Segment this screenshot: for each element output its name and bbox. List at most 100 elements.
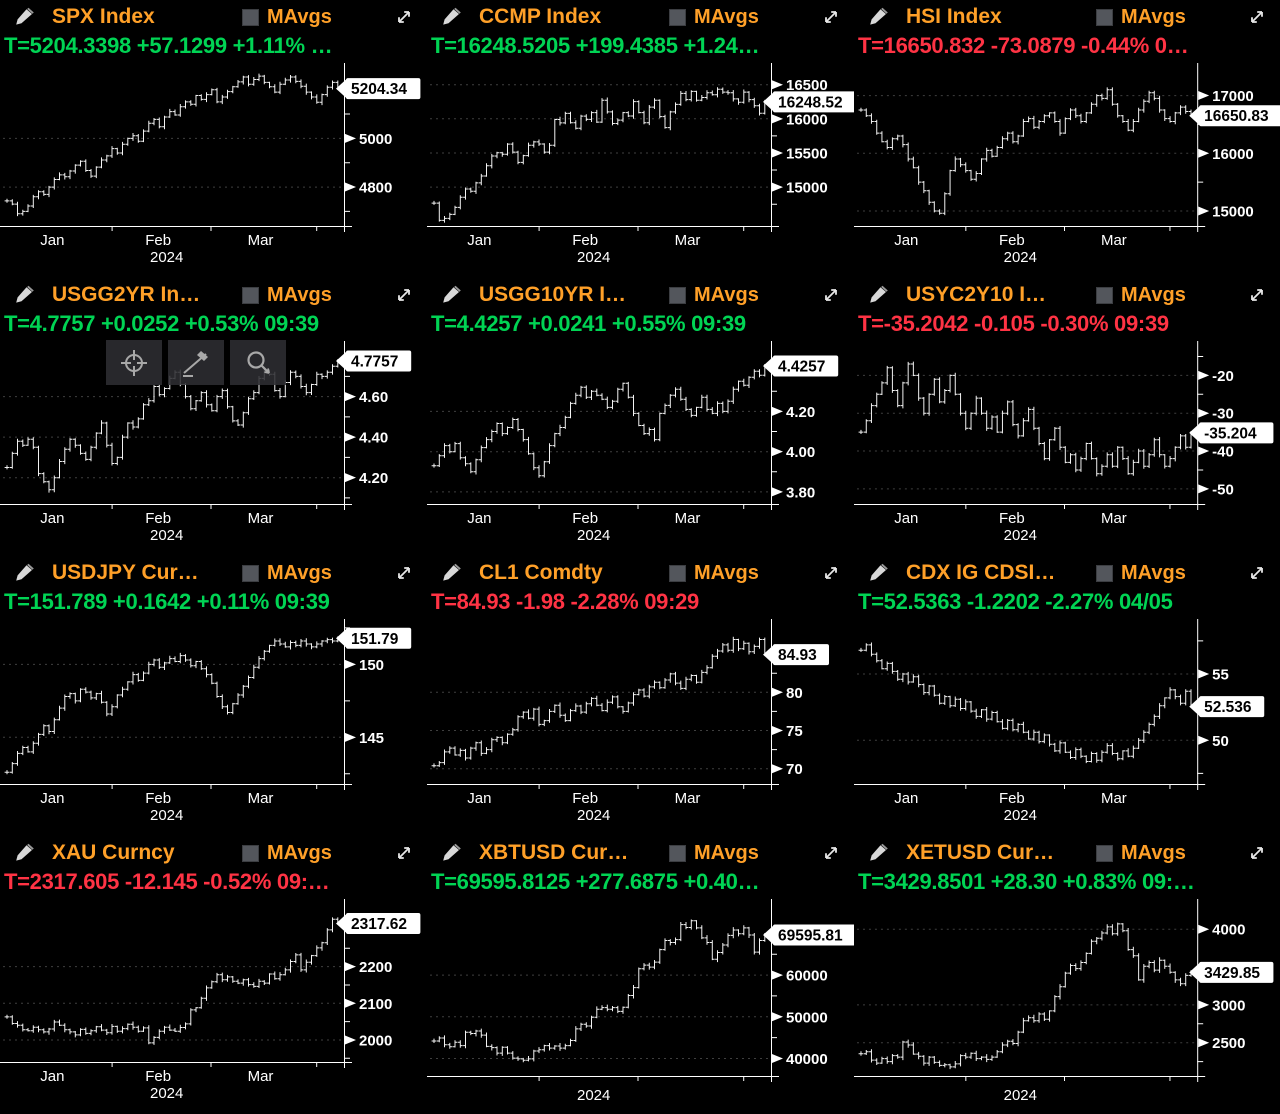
- security-ticker-label[interactable]: SPX Index: [52, 5, 155, 28]
- axis-frame: [854, 63, 1206, 232]
- mavgs-label[interactable]: MAvgs: [267, 841, 332, 864]
- annotate-pencil-icon[interactable]: [12, 285, 36, 305]
- annotate-pencil-icon[interactable]: [12, 563, 36, 583]
- mavgs-label[interactable]: MAvgs: [694, 283, 759, 306]
- x-year-label: 2024: [150, 807, 183, 824]
- mavgs-checkbox[interactable]: [1096, 564, 1113, 582]
- mavgs-checkbox[interactable]: [242, 8, 259, 26]
- expand-icon[interactable]: [395, 844, 413, 862]
- security-ticker-label[interactable]: USGG2YR In…: [52, 283, 201, 306]
- y-tick-label: 50: [1212, 733, 1229, 750]
- mavgs-checkbox[interactable]: [669, 8, 686, 26]
- svg-text:16650.83: 16650.83: [1204, 108, 1269, 125]
- y-tick-label: 4.00: [786, 444, 815, 461]
- x-axis: Jan Feb Mar 2024: [894, 226, 1171, 266]
- mavgs-label[interactable]: MAvgs: [1121, 841, 1186, 864]
- mavgs-label[interactable]: MAvgs: [267, 5, 332, 28]
- price-chart[interactable]: 4000 3000 2500 3429.85 2024: [854, 897, 1280, 1114]
- expand-icon[interactable]: [1248, 286, 1266, 304]
- annotate-pencil-icon[interactable]: [439, 285, 463, 305]
- expand-icon[interactable]: [822, 286, 840, 304]
- expand-icon[interactable]: [822, 8, 840, 26]
- mavgs-checkbox[interactable]: [242, 564, 259, 582]
- price-chart[interactable]: 4.60 4.40 4.20 4.7757 Jan Feb Mar 2024: [0, 339, 427, 556]
- chart-header: USDJPY Cur… MAvgs: [0, 556, 427, 587]
- x-month-label: Feb: [999, 232, 1025, 249]
- expand-icon[interactable]: [1248, 564, 1266, 582]
- mavgs-label[interactable]: MAvgs: [1121, 283, 1186, 306]
- quote-line: T=4.7757 +0.0252 +0.53% 09:39: [4, 311, 319, 336]
- security-ticker-label[interactable]: XETUSD Cur…: [906, 841, 1055, 864]
- mavgs-label[interactable]: MAvgs: [1121, 5, 1186, 28]
- security-ticker-label[interactable]: USGG10YR I…: [479, 283, 627, 306]
- mavgs-label[interactable]: MAvgs: [1121, 561, 1186, 584]
- price-chart[interactable]: 4.20 4.00 3.80 4.4257 Jan Feb Mar 2024: [427, 339, 854, 556]
- price-chart[interactable]: -20 -30 -40 -50 -35.204 Jan Feb Mar 2024: [854, 339, 1280, 556]
- chart-panel-cl1-comdty: CL1 Comdty MAvgs T=84.93 -1.98 -2.28% 09…: [427, 556, 854, 836]
- x-month-label: Jan: [467, 232, 491, 249]
- mavgs-checkbox[interactable]: [242, 844, 259, 862]
- price-chart[interactable]: 2200 2100 2000 2317.62 Jan Feb Mar 2024: [0, 897, 427, 1114]
- security-ticker-label[interactable]: CCMP Index: [479, 5, 602, 28]
- annotate-pencil-icon[interactable]: [866, 285, 890, 305]
- y-tick-label: 15500: [786, 145, 828, 162]
- chart-header: USGG10YR I… MAvgs: [427, 278, 854, 309]
- x-month-label: Mar: [248, 1068, 274, 1085]
- price-chart[interactable]: 5000 4800 5204.34 Jan Feb Mar 2024: [0, 61, 427, 278]
- security-ticker-label[interactable]: CL1 Comdty: [479, 561, 603, 584]
- mavgs-label[interactable]: MAvgs: [267, 283, 332, 306]
- mavgs-label[interactable]: MAvgs: [694, 561, 759, 584]
- annotate-pencil-icon[interactable]: [12, 7, 36, 27]
- annotate-pencil-icon[interactable]: [12, 843, 36, 863]
- price-chart[interactable]: 60000 50000 40000 69595.81 2024: [427, 897, 854, 1114]
- expand-icon[interactable]: [395, 8, 413, 26]
- expand-icon[interactable]: [1248, 844, 1266, 862]
- price-chart[interactable]: 55 50 52.536 Jan Feb Mar 2024: [854, 617, 1280, 836]
- price-chart[interactable]: 16500 16000 15500 15000 16248.52 Jan Feb Mar 202…: [427, 61, 854, 278]
- mavgs-checkbox[interactable]: [669, 286, 686, 304]
- price-series: [431, 636, 768, 768]
- annotate-pencil-icon[interactable]: [439, 7, 463, 27]
- expand-icon[interactable]: [395, 286, 413, 304]
- x-year-label: 2024: [577, 527, 610, 544]
- gridlines: [430, 691, 771, 770]
- security-ticker-label[interactable]: HSI Index: [906, 5, 1002, 28]
- x-axis: Jan Feb Mar 2024: [40, 226, 318, 266]
- price-chart[interactable]: 80 75 70 84.93 Jan Feb Mar 2024: [427, 617, 854, 836]
- annotate-pencil-icon[interactable]: [866, 843, 890, 863]
- price-series: [431, 87, 768, 223]
- axis-frame: [0, 341, 352, 510]
- security-ticker-label[interactable]: USDJPY Cur…: [52, 561, 199, 584]
- security-ticker-label[interactable]: XAU Curncy: [52, 841, 175, 864]
- security-ticker-label[interactable]: CDX IG CDSI…: [906, 561, 1056, 584]
- mavgs-label[interactable]: MAvgs: [694, 841, 759, 864]
- annotate-pencil-icon[interactable]: [866, 7, 890, 27]
- tool-draw-line-button[interactable]: [168, 340, 224, 385]
- tool-zoom-button[interactable]: [230, 340, 286, 385]
- mavgs-label[interactable]: MAvgs: [267, 561, 332, 584]
- mavgs-checkbox[interactable]: [1096, 8, 1113, 26]
- annotate-pencil-icon[interactable]: [439, 563, 463, 583]
- chart-header: CDX IG CDSI… MAvgs: [854, 556, 1280, 587]
- svg-text:16248.52: 16248.52: [778, 94, 843, 111]
- mavgs-checkbox[interactable]: [669, 564, 686, 582]
- security-ticker-label[interactable]: USYC2Y10 I…: [906, 283, 1047, 306]
- y-tick-label: 145: [359, 730, 384, 747]
- mavgs-checkbox[interactable]: [1096, 286, 1113, 304]
- annotate-pencil-icon[interactable]: [439, 843, 463, 863]
- expand-icon[interactable]: [822, 564, 840, 582]
- tool-crosshair-button[interactable]: [106, 340, 162, 385]
- mavgs-checkbox[interactable]: [669, 844, 686, 862]
- mavgs-checkbox[interactable]: [242, 286, 259, 304]
- y-tick-label: 16000: [786, 111, 828, 128]
- security-ticker-label[interactable]: XBTUSD Cur…: [479, 841, 629, 864]
- mavgs-label[interactable]: MAvgs: [694, 5, 759, 28]
- x-axis: Jan Feb Mar 2024: [40, 504, 318, 544]
- price-chart[interactable]: 150 145 151.79 Jan Feb Mar 2024: [0, 617, 427, 836]
- annotate-pencil-icon[interactable]: [866, 563, 890, 583]
- price-chart[interactable]: 17000 16000 15000 16650.83 Jan Feb Mar 2024: [854, 61, 1280, 278]
- expand-icon[interactable]: [822, 844, 840, 862]
- expand-icon[interactable]: [395, 564, 413, 582]
- mavgs-checkbox[interactable]: [1096, 844, 1113, 862]
- expand-icon[interactable]: [1248, 8, 1266, 26]
